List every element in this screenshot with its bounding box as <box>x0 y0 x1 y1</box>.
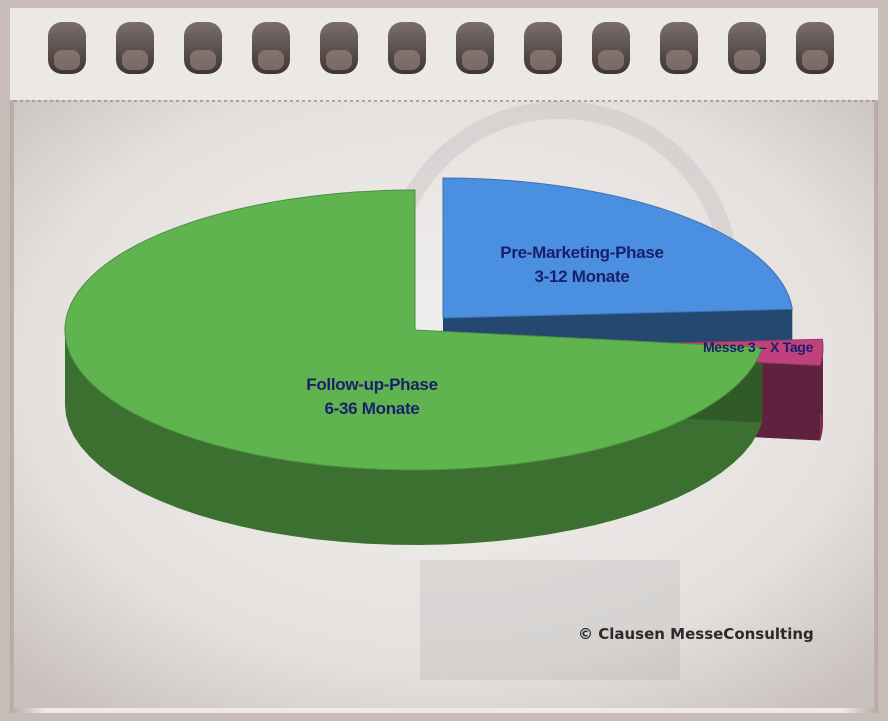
ring-hole <box>122 50 148 70</box>
pie-slice-0 <box>442 177 793 319</box>
ring-hole <box>190 50 216 70</box>
slice-label-0: Pre-Marketing-Phase <box>500 243 663 262</box>
ring-hole <box>326 50 352 70</box>
ring-hole <box>462 50 488 70</box>
ring-hole <box>598 50 624 70</box>
copyright-text: © Clausen MesseConsulting <box>578 625 814 643</box>
spiral-binding <box>48 22 834 74</box>
slice-sublabel-2: 6-36 Monate <box>325 399 420 418</box>
slice-label-1: Messe 3 – X Tage <box>703 339 814 355</box>
slice-label-2: Follow-up-Phase <box>306 375 438 394</box>
ring-hole <box>530 50 556 70</box>
ring-hole <box>734 50 760 70</box>
ring-hole <box>258 50 284 70</box>
slice-sublabel-0: 3-12 Monate <box>535 267 630 286</box>
ring-hole <box>54 50 80 70</box>
ring-hole <box>666 50 692 70</box>
ring-hole <box>802 50 828 70</box>
pie-slice-2 <box>64 189 763 471</box>
pie-3d: Pre-Marketing-Phase 3-12 Monate Messe 3 – … <box>64 177 824 545</box>
ring-hole <box>394 50 420 70</box>
